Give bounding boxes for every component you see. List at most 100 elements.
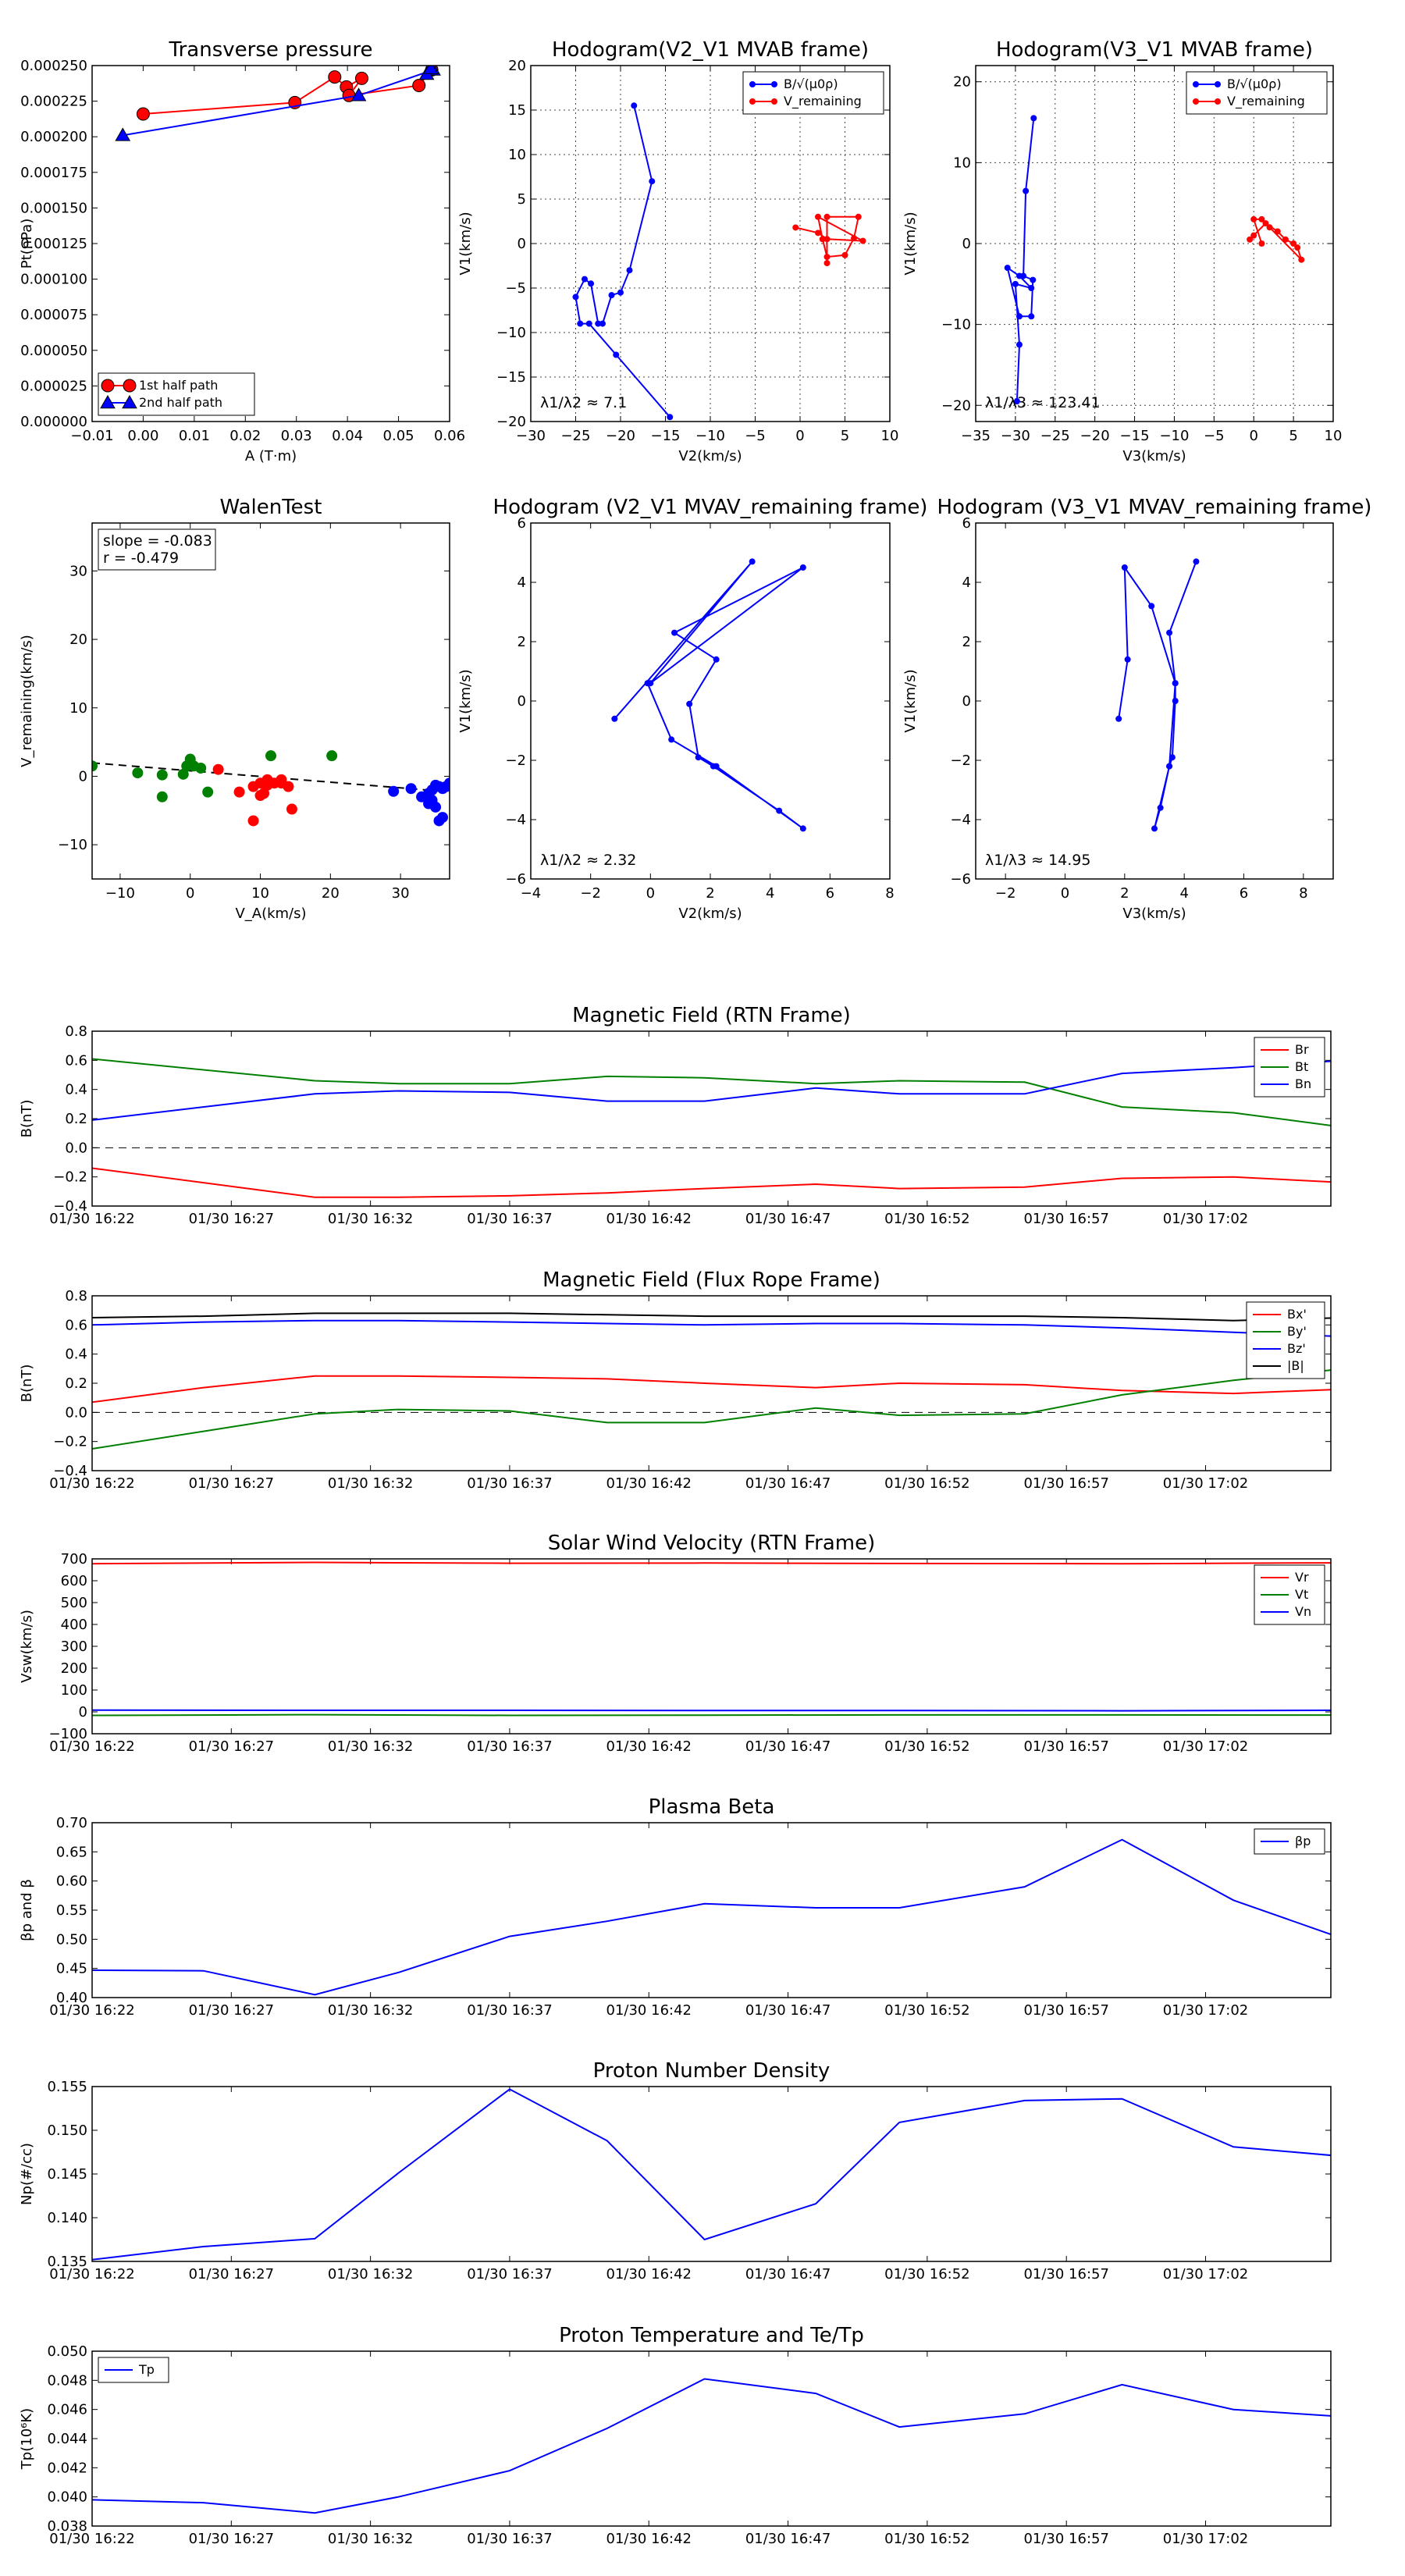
- y-tick-label: 0.0: [65, 1404, 87, 1421]
- data-point: [611, 715, 618, 722]
- data-point: [695, 754, 702, 761]
- x-tick-label: −5: [1204, 428, 1225, 444]
- x-tick-label: 01/30 16:42: [606, 2266, 692, 2282]
- chart-title: Hodogram (V2_V1 MVAV_remaining frame): [493, 496, 928, 519]
- data-point: [1262, 220, 1269, 227]
- legend-label: Vr: [1295, 1570, 1309, 1585]
- data-point: [668, 736, 675, 743]
- chart-mag_rtn: Magnetic Field (RTN Frame) B(nT) −0.4 −0.2 0…: [19, 1004, 1332, 1227]
- x-axis-label: V_A(km/s): [235, 906, 306, 922]
- data-point: [1172, 680, 1179, 687]
- x-tick-label: 01/30 17:02: [1163, 1211, 1248, 1227]
- legend-label: |B|: [1287, 1358, 1304, 1373]
- x-tick-label: 0.05: [383, 428, 414, 444]
- y-tick-label: 0.2: [65, 1375, 87, 1392]
- data-point: [1115, 715, 1122, 722]
- x-tick-label: 01/30 17:02: [1163, 2002, 1248, 2019]
- x-tick-label: 4: [1179, 885, 1188, 902]
- data-point: [815, 229, 821, 237]
- data-point: [686, 700, 693, 707]
- x-tick-label: 0.01: [179, 428, 210, 444]
- series-line: [1118, 561, 1197, 829]
- y-tick-label: −6: [505, 871, 526, 888]
- data-point: [608, 292, 615, 299]
- x-tick-label: 01/30 16:37: [467, 1475, 552, 1492]
- y-tick-label: 0.000100: [20, 272, 87, 288]
- x-tick-label: 01/30 16:42: [606, 1475, 692, 1492]
- y-tick-label: 0.135: [47, 2254, 87, 2270]
- data-point: [1250, 232, 1257, 239]
- legend-label: V_remaining: [784, 94, 862, 109]
- y-tick-label: 0.40: [56, 1990, 87, 2006]
- x-tick-label: 01/30 16:32: [328, 1211, 413, 1227]
- y-axis-label: Tp(10⁶K): [19, 2408, 35, 2470]
- data-point: [749, 98, 756, 105]
- x-tick-label: 01/30 16:57: [1023, 2002, 1108, 2019]
- data-point: [437, 812, 449, 824]
- x-tick-label: −10: [695, 428, 725, 444]
- y-axis-label: B(nT): [19, 1100, 35, 1138]
- data-point: [156, 769, 168, 781]
- data-point: [1121, 564, 1128, 571]
- chart-title: Magnetic Field (RTN Frame): [572, 1004, 851, 1027]
- series-line-Bt: [92, 1058, 1331, 1126]
- y-tick-label: 4: [518, 575, 526, 591]
- x-tick-label: 10: [251, 885, 269, 902]
- chart-title: Transverse pressure: [169, 38, 373, 62]
- y-tick-label: 30: [69, 563, 87, 579]
- x-tick-label: 4: [766, 885, 774, 902]
- chart-np: Proton Number Density Np(#/cc) 0.135 0.140 0…: [19, 2059, 1332, 2282]
- y-tick-label: 5: [518, 191, 526, 208]
- y-tick-label: 0.046: [47, 2402, 87, 2418]
- x-tick-label: 01/30 16:47: [745, 1211, 831, 1227]
- axes-border: [91, 1822, 1332, 1998]
- axes-background: [92, 1823, 1331, 1998]
- data-point: [771, 98, 777, 105]
- y-tick-label: −0.2: [53, 1169, 87, 1186]
- data-point: [588, 280, 595, 287]
- data-point: [1016, 313, 1023, 320]
- data-point: [823, 236, 831, 243]
- y-tick-label: 0.000025: [20, 378, 87, 394]
- x-tick-label: 0: [186, 885, 194, 902]
- x-tick-label: −15: [1120, 428, 1150, 444]
- data-point: [405, 783, 417, 795]
- x-tick-label: −25: [561, 428, 591, 444]
- legend-frame: [1246, 1301, 1325, 1379]
- series-0: [1004, 115, 1037, 405]
- x-tick-label: 01/30 16:22: [49, 2531, 134, 2547]
- y-tick-label: 0: [79, 768, 87, 785]
- legend-label: Tp: [138, 2362, 155, 2377]
- x-tick-label: 8: [1299, 885, 1307, 902]
- chart-title: Hodogram(V3_V1 MVAB frame): [996, 38, 1313, 62]
- series-0: [572, 102, 674, 421]
- legend: Vr Vt Vn: [1254, 1564, 1325, 1625]
- data-point: [328, 70, 342, 84]
- y-tick-label: −20: [941, 397, 971, 414]
- axes-background: [92, 1559, 1331, 1734]
- legend-frame: [742, 71, 884, 115]
- y-tick-label: 0.150: [47, 2122, 87, 2139]
- y-tick-label: 0.55: [56, 1902, 87, 1919]
- data-point: [1266, 224, 1273, 231]
- x-tick-label: 0.06: [434, 428, 465, 444]
- axes-border: [91, 65, 450, 422]
- x-tick-label: 01/30 16:52: [884, 2266, 969, 2282]
- y-tick-label: 0.145: [47, 2166, 87, 2183]
- data-point: [631, 102, 638, 109]
- y-tick-label: 0.048: [47, 2372, 87, 2389]
- y-axis-label: Pt(nPa): [19, 219, 35, 269]
- y-tick-label: 6: [518, 515, 526, 532]
- x-tick-label: −0.01: [70, 428, 113, 444]
- y-tick-label: 0.70: [56, 1815, 87, 1831]
- y-axis-label: B(nT): [19, 1364, 35, 1403]
- x-tick-label: 6: [1240, 885, 1248, 902]
- legend-label: Bz': [1287, 1341, 1306, 1356]
- y-tick-label: 0.6: [65, 1317, 87, 1333]
- chart-walen: WalenTest V_remaining(km/s) V_A(km/s) −10 0 1…: [19, 496, 450, 922]
- x-tick-label: 01/30 16:27: [189, 1738, 274, 1755]
- y-tick-label: 200: [61, 1660, 87, 1677]
- y-tick-label: 0.044: [47, 2431, 87, 2447]
- axes-background: [531, 523, 890, 879]
